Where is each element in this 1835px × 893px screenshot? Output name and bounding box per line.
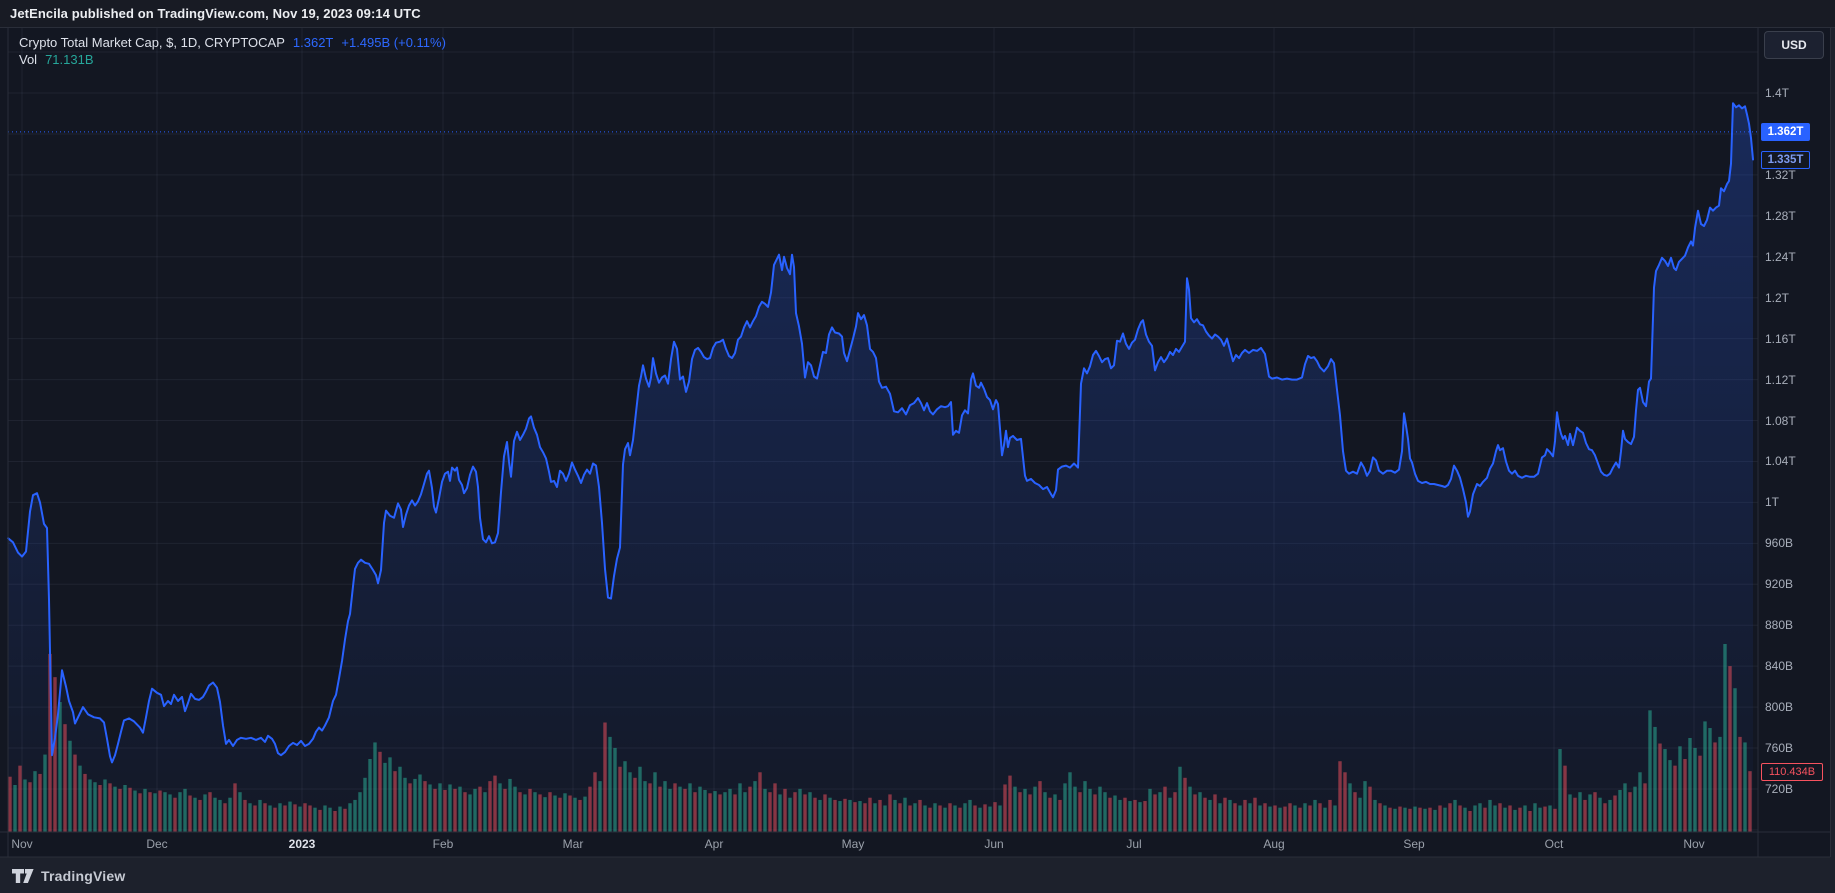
legend-symbol-row: Crypto Total Market Cap, $, 1D, CRYPTOCA…: [19, 34, 446, 51]
time-axis-month-label: Nov: [11, 837, 33, 851]
time-axis-month-label: Apr: [704, 837, 724, 851]
price-axis-label: 1T: [1765, 495, 1780, 510]
time-axis-month-label: Sep: [1403, 837, 1425, 851]
time-axis-month-label: Oct: [1544, 837, 1564, 851]
price-axis-label: 1.16T: [1765, 331, 1796, 346]
time-axis-month-label: Mar: [562, 837, 584, 851]
volume-value: 71.131B: [45, 52, 94, 67]
price-axis-label: 880B: [1765, 618, 1794, 633]
tradingview-logo[interactable]: TradingView: [12, 868, 125, 884]
time-axis-month-label: Jun: [984, 837, 1004, 851]
price-axis-label: 1.04T: [1765, 454, 1796, 469]
price-change-value: +1.495B (+0.11%): [341, 35, 446, 50]
chart-legend: Crypto Total Market Cap, $, 1D, CRYPTOCA…: [19, 34, 446, 68]
price-axis-label: 760B: [1765, 741, 1794, 756]
last-price-badge: 1.362T: [1761, 122, 1810, 141]
legend-volume-row: Vol 71.131B: [19, 51, 446, 68]
price-axis-label: 1.24T: [1765, 249, 1796, 264]
price-axis-label: 1.08T: [1765, 413, 1796, 428]
price-axis-label: 1.2T: [1765, 290, 1790, 305]
time-axis-month-label: Aug: [1263, 837, 1285, 851]
price-axis-label: 720B: [1765, 781, 1794, 796]
price-axis-label: 840B: [1765, 659, 1794, 674]
time-axis-month-label: Jul: [1126, 837, 1142, 851]
time-axis-month-label: May: [841, 837, 865, 851]
publish-info-bar: JetEncila published on TradingView.com, …: [0, 0, 1835, 28]
tradingview-logo-text: TradingView: [41, 867, 126, 884]
price-axis-label: 920B: [1765, 577, 1794, 592]
time-axis-month-label: Nov: [1683, 837, 1705, 851]
price-axis-label: 1.32T: [1765, 167, 1796, 182]
price-axis-label: 800B: [1765, 700, 1794, 715]
symbol-title: Crypto Total Market Cap, $, 1D, CRYPTOCA…: [19, 35, 285, 50]
currency-toggle-button[interactable]: USD: [1764, 31, 1824, 59]
price-scale[interactable]: 1.362T 1.335T 110.434B 1.4T 1.32T 1.28T 1.2…: [1759, 62, 1830, 832]
volume-value-badge: 110.434B: [1761, 762, 1823, 781]
footer-bar: TradingView: [0, 858, 1835, 893]
tradingview-logo-icon: [12, 868, 34, 883]
time-axis-year-label: 2023: [288, 837, 316, 851]
last-price-value: 1.362T: [292, 35, 334, 50]
time-axis-month-label: Dec: [146, 837, 168, 851]
volume-label: Vol: [19, 52, 38, 67]
price-axis-label: 1.4T: [1765, 86, 1790, 100]
price-axis-label: 960B: [1765, 536, 1794, 551]
secondary-price-badge: 1.335T: [1761, 150, 1810, 169]
time-scale[interactable]: Nov Dec 2023 Feb Mar Apr May Jun Jul Aug Sep Oct Nov: [0, 833, 1830, 857]
publish-info-text: JetEncila published on TradingView.com, …: [10, 6, 421, 21]
price-axis-label: 1.28T: [1765, 208, 1796, 223]
price-axis-label: 1.12T: [1765, 372, 1796, 387]
time-axis-month-label: Feb: [432, 837, 454, 851]
